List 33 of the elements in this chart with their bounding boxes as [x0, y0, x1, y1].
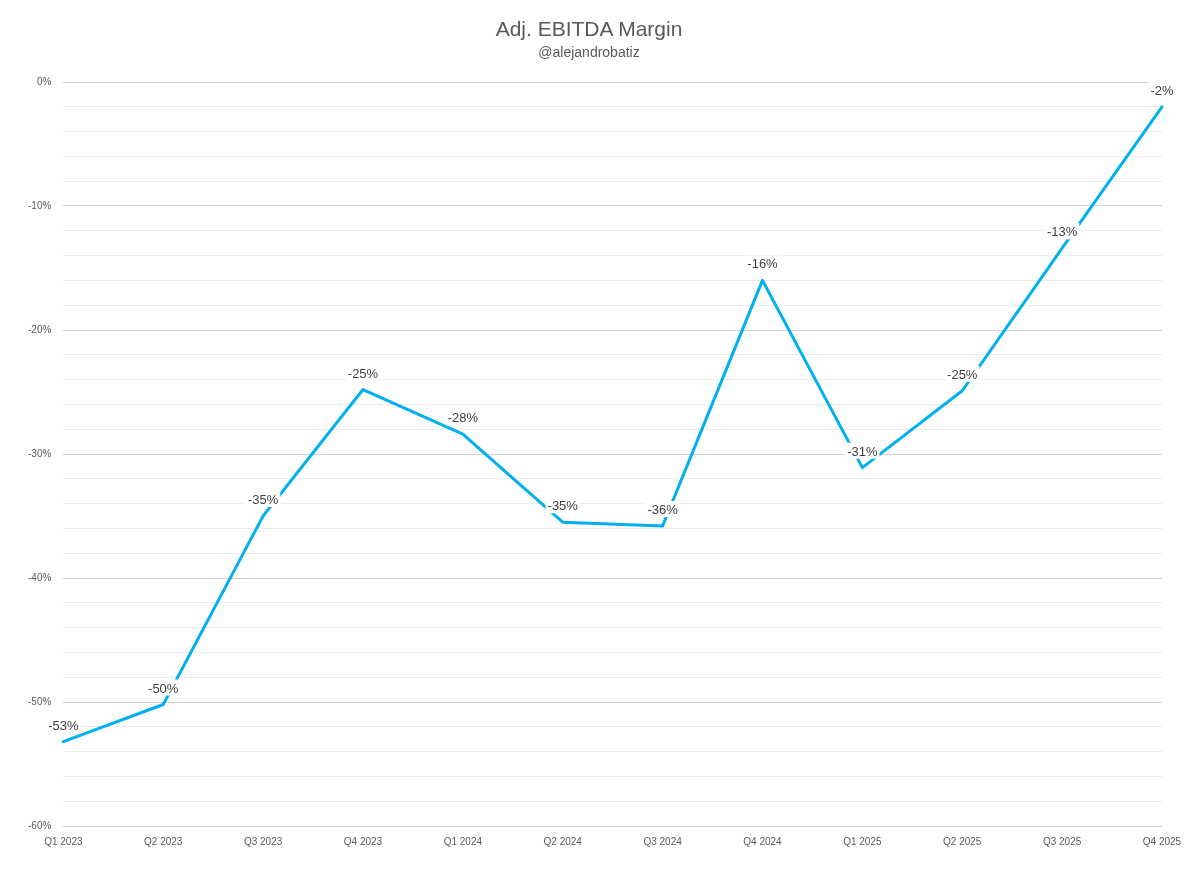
x-tick-label: Q1 2024 — [443, 835, 483, 847]
data-label: -25% — [347, 365, 379, 381]
x-tick-label: Q2 2024 — [543, 835, 583, 847]
x-tick-label: Q3 2025 — [1042, 835, 1082, 847]
data-label: -36% — [647, 502, 679, 517]
y-tick-label: 0% — [36, 75, 52, 87]
data-label: -35% — [247, 492, 279, 508]
data-label: -16% — [747, 256, 779, 272]
y-tick-label: -60% — [27, 819, 52, 831]
x-tick-label: Q4 2023 — [343, 835, 383, 847]
x-tick-label: Q2 2025 — [943, 835, 982, 847]
data-label: -2% — [1150, 82, 1174, 98]
data-label: -53% — [48, 717, 79, 733]
y-tick-label: -20% — [27, 323, 52, 335]
x-tick-label: Q2 2023 — [144, 835, 183, 847]
chart-title: Adj. EBITDA Margin — [495, 17, 683, 41]
data-label: -35% — [547, 498, 579, 514]
data-label: -25% — [947, 366, 978, 382]
chart-subtitle: @alejandrobatiz — [538, 44, 640, 61]
x-tick-label: Q1 2023 — [44, 835, 83, 847]
data-label: -28% — [447, 410, 479, 426]
x-tick-label: Q4 2024 — [743, 835, 783, 847]
data-label: -31% — [847, 443, 878, 459]
y-tick-label: -10% — [27, 199, 52, 211]
x-tick-label: Q1 2025 — [843, 835, 882, 847]
x-tick-label: Q3 2023 — [243, 835, 283, 847]
y-tick-label: -30% — [27, 447, 52, 459]
data-label: -13% — [1046, 224, 1078, 240]
y-tick-label: -50% — [27, 695, 52, 707]
x-tick-label: Q3 2024 — [643, 835, 683, 847]
x-tick-label: Q4 2025 — [1142, 835, 1182, 847]
data-label: -50% — [148, 680, 179, 696]
y-tick-label: -40% — [27, 571, 52, 583]
